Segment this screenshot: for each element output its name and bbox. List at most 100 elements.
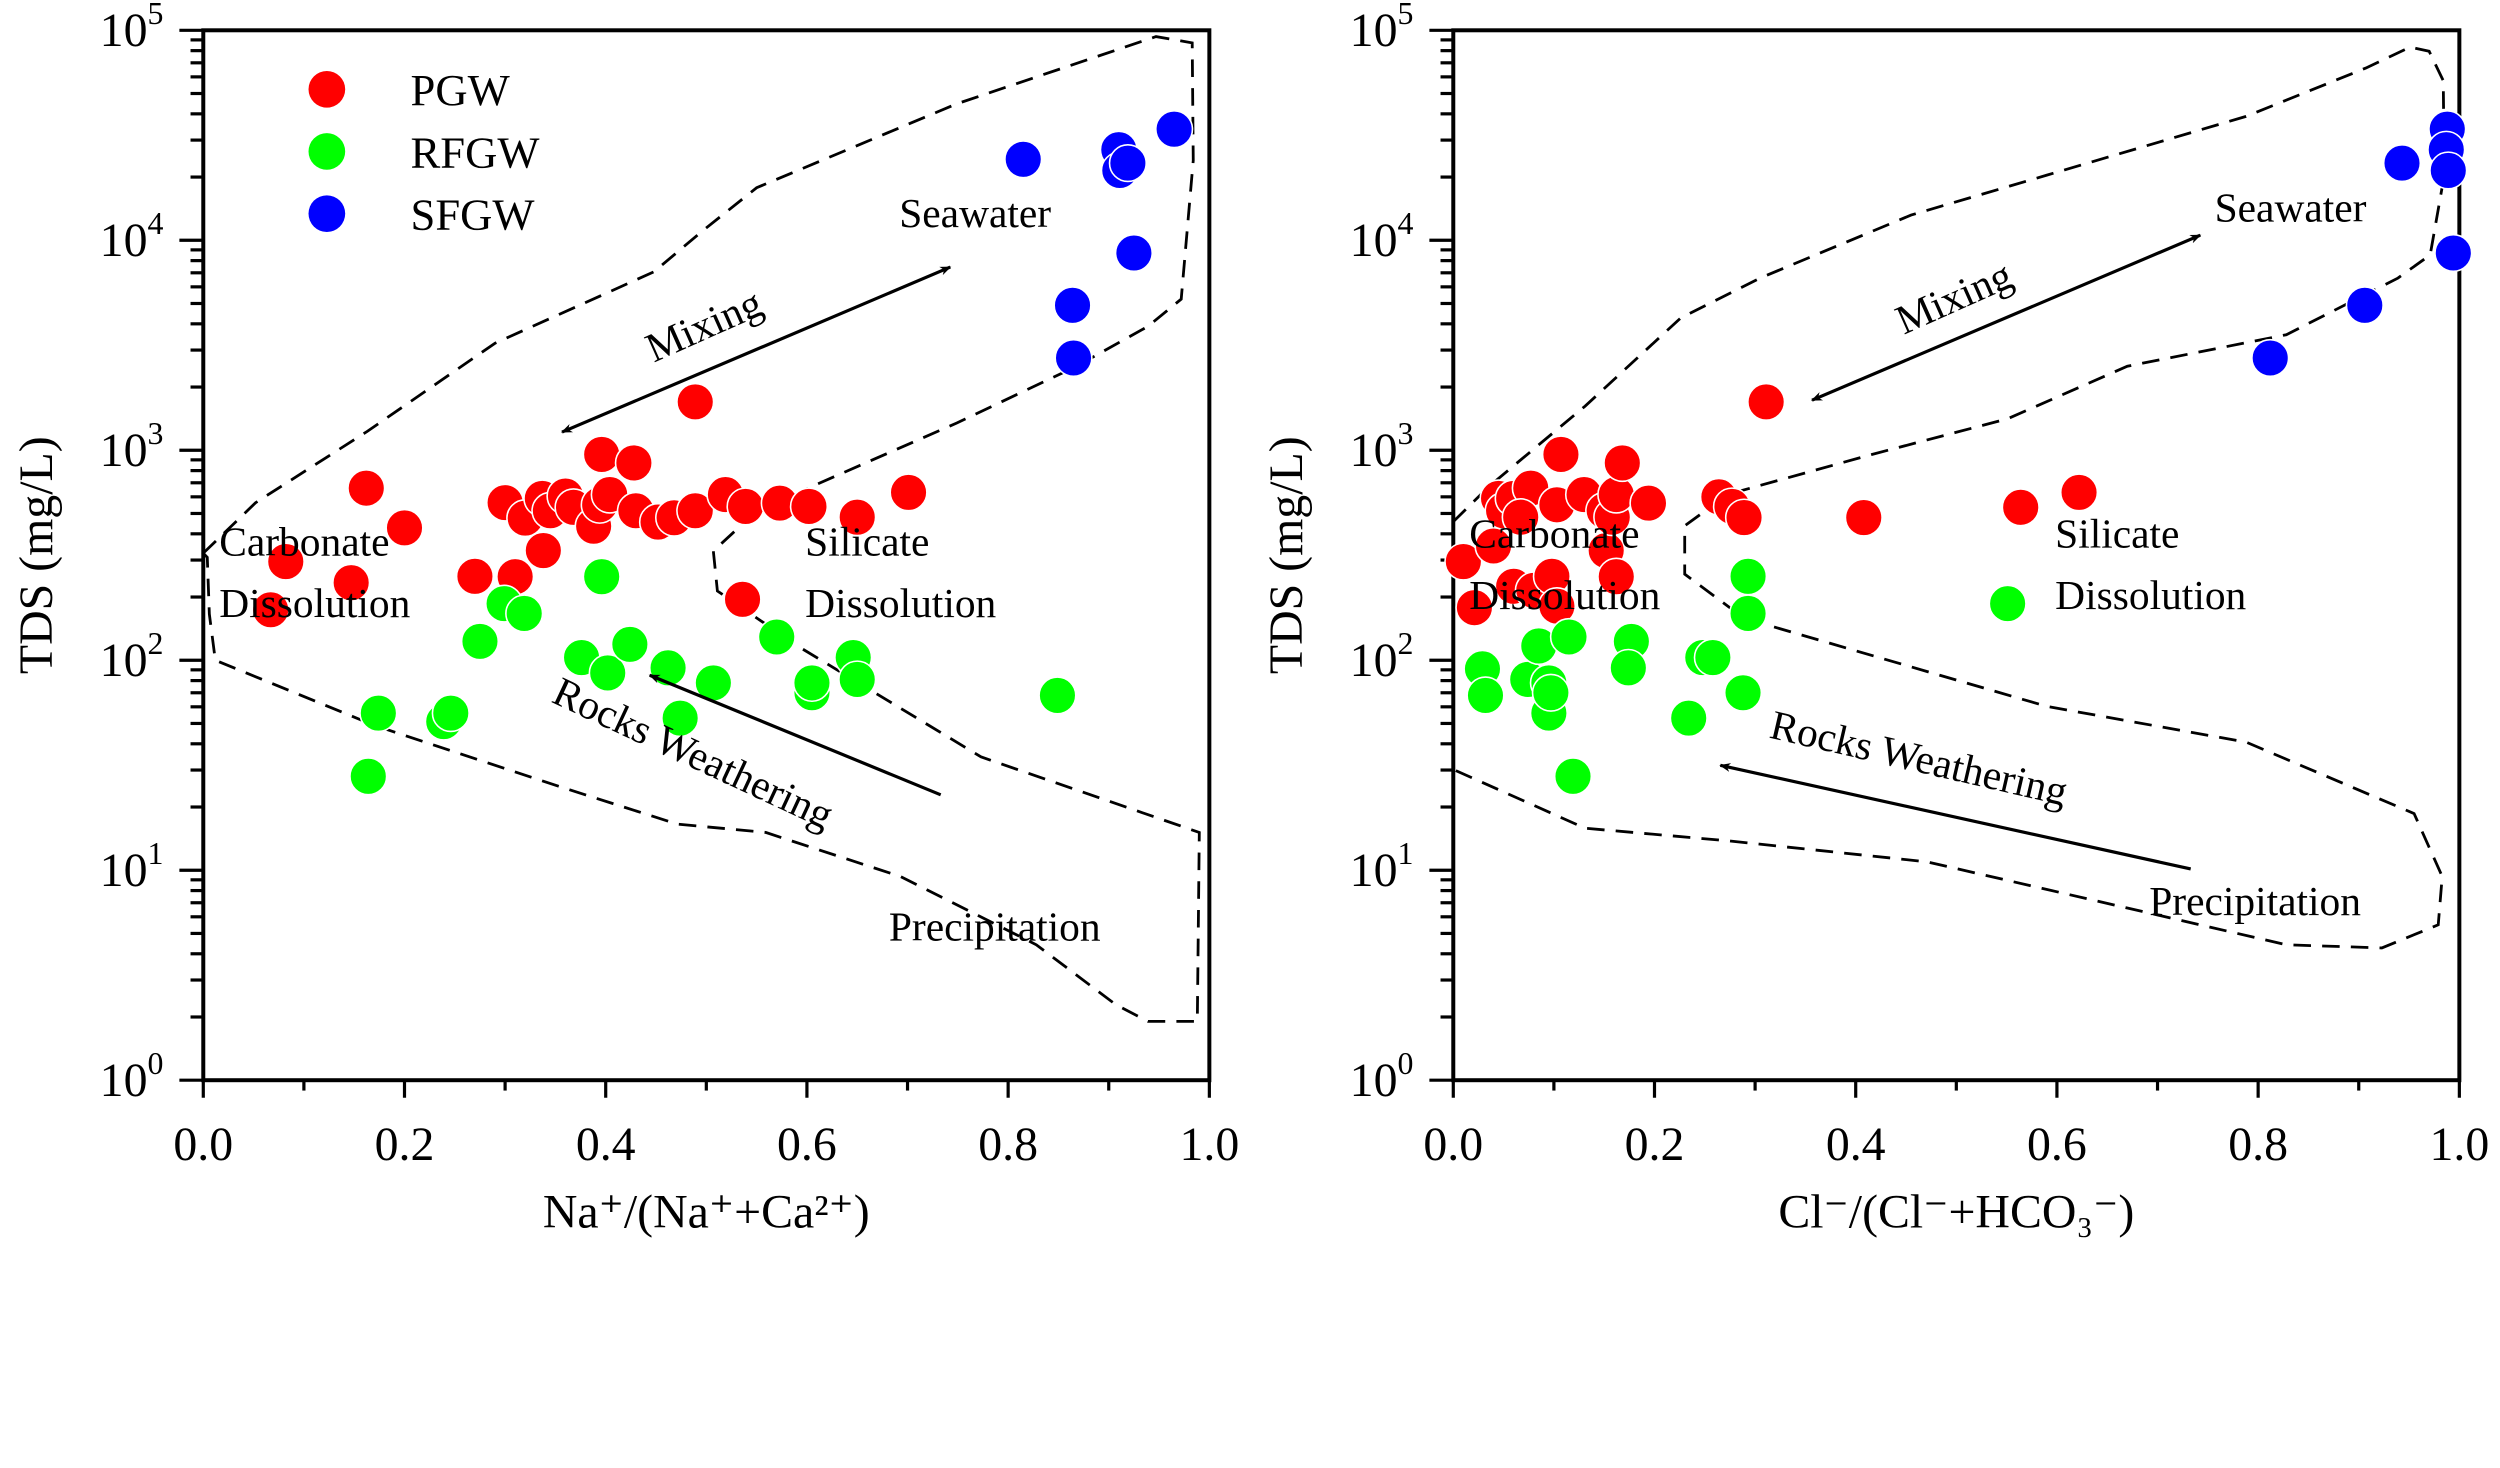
y-axis-label: TDS (mg/L) [1260, 436, 1313, 674]
data-point-rfgw [1466, 676, 1505, 715]
annotation-precipitation: Precipitation [2149, 878, 2361, 924]
right-panel: 0.0 0.2 0.4 0.6 0.8 1.0 100 101 102 103 104 105 Cl⁻/… [1260, 0, 2489, 1239]
data-point-pgw [1597, 557, 1636, 596]
annotation-rocks-weathering: Rocks Weathering [1766, 701, 2072, 814]
annotation-seawater: Seawater [2215, 185, 2367, 231]
data-point-sfgw [2434, 233, 2473, 273]
data-point-rfgw [661, 699, 700, 738]
y-tick-label: 102 [100, 626, 164, 687]
data-point-rfgw [431, 693, 470, 733]
y-tick-label: 103 [100, 416, 164, 477]
data-point-rfgw [1728, 557, 1768, 596]
y-tick-label: 105 [100, 0, 164, 57]
data-point-rfgw [1988, 584, 2027, 623]
x-tick-label: 0.6 [2027, 1118, 2087, 1171]
legend-marker-sfgw [308, 195, 346, 232]
data-point-pgw [676, 491, 715, 530]
data-point-rfgw [1693, 638, 1732, 677]
legend-marker-pgw [308, 70, 346, 108]
y-tick-label: 100 [100, 1046, 164, 1107]
data-point-pgw [789, 487, 829, 526]
data-point-pgw [1603, 443, 1642, 483]
y-tick-label: 103 [1350, 416, 1414, 477]
x-axis-label: Cl⁻/(Cl⁻+HCO₃⁻) [1778, 1186, 2134, 1239]
y-tick-label: 105 [1350, 0, 1414, 57]
data-point-rfgw [349, 757, 388, 796]
y-axis-label: TDS (mg/L) [10, 436, 63, 674]
data-point-rfgw [792, 663, 832, 703]
data-point-pgw [838, 498, 877, 537]
data-point-pgw [889, 473, 928, 512]
annotation-silicate: Silicate [805, 519, 929, 565]
series-pgw [1444, 382, 2099, 627]
data-point-pgw [1444, 542, 1483, 581]
mixing-arrow [560, 265, 952, 434]
y-tick-label: 102 [1350, 626, 1414, 687]
x-tick-label: 0.0 [173, 1118, 233, 1171]
data-point-rfgw [582, 557, 621, 596]
mixing-arrow [1810, 233, 2202, 402]
data-point-rfgw [505, 594, 544, 633]
annotation-carbonate: Carbonate [219, 519, 389, 565]
data-point-rfgw [359, 693, 398, 733]
annotation-precipitation: Precipitation [889, 904, 1101, 950]
data-point-pgw [266, 542, 305, 581]
data-point-pgw [1747, 382, 1786, 422]
data-point-rfgw [460, 622, 500, 661]
data-point-pgw [1597, 475, 1636, 514]
data-point-pgw [1844, 498, 1883, 537]
data-point-rfgw [1531, 673, 1571, 712]
data-point-pgw [723, 580, 762, 619]
data-point-sfgw [2345, 286, 2384, 325]
data-point-pgw [385, 508, 424, 547]
x-tick-label: 1.0 [2429, 1118, 2489, 1171]
data-point-rfgw [588, 653, 627, 693]
data-point-pgw [455, 557, 495, 596]
annotation-seawater: Seawater [899, 190, 1051, 236]
data-point-pgw [347, 469, 386, 508]
data-point-sfgw [1155, 110, 1194, 149]
series-rfgw [1463, 557, 2027, 796]
data-point-pgw [582, 435, 621, 474]
x-tick-label: 0.6 [777, 1118, 837, 1171]
y-tick-label: 104 [100, 206, 164, 267]
data-point-rfgw [1669, 699, 1708, 738]
data-point-sfgw [2429, 151, 2468, 190]
data-point-pgw [2059, 473, 2099, 512]
data-point-rfgw [838, 660, 877, 699]
y-tick-label: 104 [1350, 206, 1414, 267]
data-point-rfgw [1723, 673, 1763, 712]
data-point-rfgw [757, 617, 796, 657]
data-point-sfgw [2382, 144, 2422, 183]
x-tick-label: 0.8 [2228, 1118, 2288, 1171]
data-point-pgw [676, 382, 715, 422]
rocks-weathering-arrow [648, 673, 942, 797]
data-point-sfgw [2251, 338, 2290, 378]
data-point-sfgw [1054, 338, 1093, 378]
data-point-pgw [1629, 484, 1668, 523]
y-tick-label: 100 [1350, 1046, 1414, 1107]
data-point-rfgw [1549, 617, 1589, 657]
rocks-weathering-arrow [1719, 763, 2192, 871]
data-point-pgw [251, 590, 290, 629]
data-point-rfgw [648, 648, 688, 687]
data-point-pgw [1724, 498, 1764, 537]
annotation-silicate-dissolution: Dissolution [805, 580, 996, 626]
data-point-sfgw [1004, 140, 1043, 179]
x-tick-label: 1.0 [1179, 1118, 1239, 1171]
y-tick-label: 101 [100, 836, 164, 897]
annotation-carbonate: Carbonate [1469, 511, 1639, 557]
data-point-pgw [524, 531, 563, 570]
x-tick-label: 0.2 [1625, 1118, 1685, 1171]
data-point-rfgw [1609, 648, 1648, 687]
data-point-pgw [726, 487, 765, 526]
legend-label-pgw: PGW [411, 65, 511, 115]
legend: PGW RFGW SFGW [308, 65, 540, 240]
annotation-silicate: Silicate [2055, 511, 2179, 557]
y-tick-label: 101 [1350, 836, 1414, 897]
data-point-pgw [1501, 498, 1540, 537]
legend-marker-rfgw [308, 133, 346, 170]
data-point-rfgw [1038, 676, 1077, 715]
annotation-carbonate-dissolution: Dissolution [219, 580, 410, 626]
